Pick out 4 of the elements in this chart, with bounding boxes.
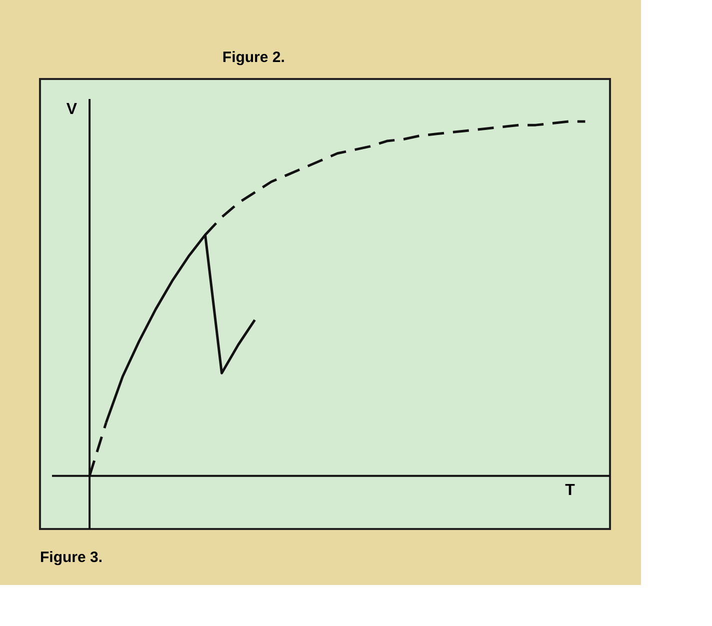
text: Figure 3. bbox=[40, 549, 103, 566]
x-axis-title: T bbox=[565, 482, 576, 499]
y-axis-title: V bbox=[66, 101, 78, 118]
caption: Figure 2. bbox=[222, 49, 285, 66]
